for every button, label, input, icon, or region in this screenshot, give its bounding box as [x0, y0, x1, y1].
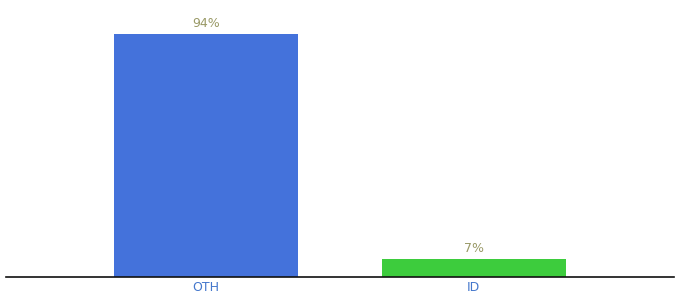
Bar: [114, 34, 299, 277]
Text: 7%: 7%: [464, 242, 483, 255]
Bar: [381, 259, 566, 277]
Text: 94%: 94%: [192, 17, 220, 30]
